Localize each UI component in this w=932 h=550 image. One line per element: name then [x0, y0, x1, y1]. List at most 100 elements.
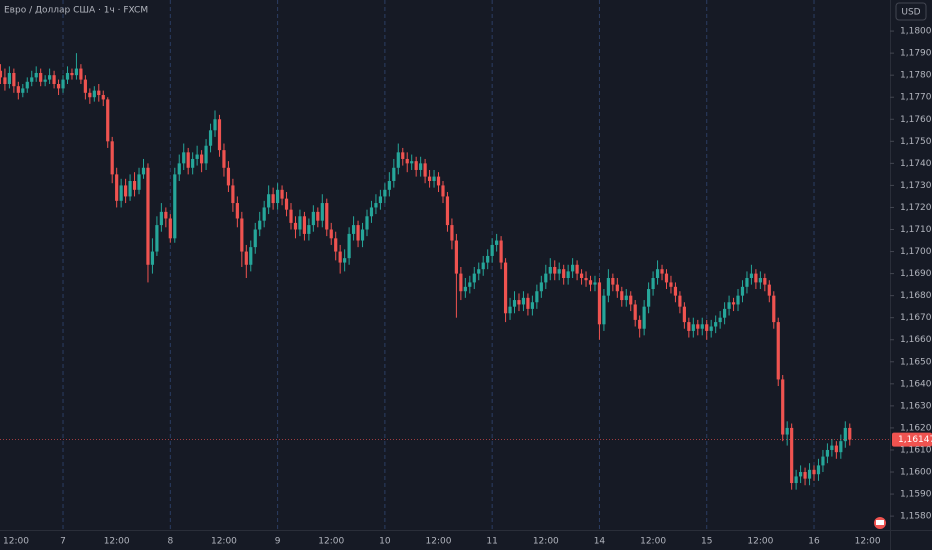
- candle-body: [633, 304, 637, 320]
- candle-body: [110, 141, 114, 175]
- candle-body: [664, 273, 669, 283]
- candle-body: [217, 119, 222, 151]
- candle-body: [173, 174, 177, 239]
- candle-body: [767, 284, 771, 296]
- last-price-label: 1,16147: [898, 435, 932, 445]
- candle-body: [30, 77, 34, 82]
- candle-body: [611, 278, 615, 285]
- candle-body: [396, 152, 400, 168]
- candle-body: [834, 445, 838, 453]
- candle-body: [486, 255, 490, 263]
- candle-body: [816, 465, 821, 475]
- candle-body: [195, 154, 199, 159]
- y-tick-label: 1,17300: [900, 181, 932, 191]
- candle-body: [758, 278, 762, 283]
- x-tick-label: 12:00: [640, 537, 666, 547]
- y-tick-label: 1,16100: [900, 445, 932, 455]
- candle-body: [848, 427, 852, 440]
- candle-body: [454, 240, 458, 274]
- candle-body: [468, 282, 472, 287]
- candle-body: [101, 95, 105, 100]
- candles: [0, 53, 852, 490]
- candle-body: [338, 251, 342, 263]
- candle-body: [12, 72, 16, 87]
- candle-body: [65, 72, 70, 80]
- candle-body: [521, 297, 526, 305]
- currency-button[interactable]: [895, 2, 927, 21]
- candle-body: [253, 229, 257, 248]
- candle-body: [839, 441, 843, 453]
- candle-body: [119, 185, 123, 201]
- candle-body: [526, 297, 530, 309]
- candle-body: [177, 163, 181, 175]
- candle-body: [200, 154, 204, 164]
- alert-icon-glyph: [876, 520, 884, 525]
- candle-body: [25, 81, 29, 89]
- candle-body: [584, 278, 588, 281]
- x-tick-label: 9: [275, 537, 281, 547]
- candle-body: [490, 244, 494, 256]
- candle-body: [267, 194, 271, 208]
- candle-body: [97, 90, 101, 96]
- candle-body: [539, 282, 543, 292]
- candle-body: [249, 247, 253, 265]
- y-tick-label: 1,16800: [900, 291, 932, 301]
- y-tick-label: 1,17600: [900, 115, 932, 125]
- candle-body: [575, 264, 579, 274]
- candle-body: [48, 75, 52, 80]
- candle-body: [378, 196, 383, 204]
- x-tick-label: 12:00: [3, 537, 29, 547]
- candle-body: [240, 218, 244, 252]
- candle-body: [660, 269, 664, 274]
- candle-body: [647, 289, 651, 307]
- y-tick-label: 1,17200: [900, 203, 932, 213]
- y-tick-label: 1,16500: [900, 357, 932, 367]
- candle-body: [307, 225, 311, 234]
- y-tick-label: 1,16400: [900, 379, 932, 389]
- candle-body: [512, 300, 517, 307]
- candle-body: [781, 379, 785, 435]
- candle-body: [61, 79, 65, 89]
- currency-label[interactable]: USD: [901, 8, 920, 18]
- x-tick-label: 11: [486, 537, 497, 547]
- candle-body: [168, 218, 172, 239]
- candle-body: [481, 262, 485, 270]
- candle-body: [419, 163, 423, 170]
- y-tick-label: 1,17700: [900, 93, 932, 103]
- candle-body: [56, 83, 61, 89]
- x-tick-label: 12:00: [318, 537, 344, 547]
- candle-body: [597, 282, 602, 325]
- candle-body: [289, 209, 293, 223]
- candle-body: [284, 198, 289, 210]
- candle-body: [579, 273, 584, 279]
- candle-body: [356, 225, 360, 241]
- candle-body: [682, 306, 686, 323]
- candle-body: [754, 273, 758, 283]
- candle-body: [369, 207, 374, 217]
- candle-body: [629, 295, 633, 305]
- candle-body: [334, 238, 338, 252]
- candle-body: [325, 203, 329, 230]
- y-tick-label: 1,16700: [900, 313, 932, 323]
- candle-body: [52, 75, 56, 84]
- candle-body: [718, 317, 722, 323]
- candle-body: [705, 324, 709, 331]
- candle-body: [530, 302, 534, 309]
- candle-body: [0, 70, 3, 78]
- candle-body: [298, 216, 302, 230]
- grid: [62, 0, 894, 530]
- candle-body: [222, 150, 226, 168]
- candle-body: [150, 251, 155, 265]
- x-tick-label: 12:00: [211, 537, 237, 547]
- candle-body: [186, 152, 190, 168]
- candle-body: [477, 269, 481, 274]
- candle-body: [423, 163, 427, 177]
- candle-body: [311, 211, 315, 226]
- candle-body: [347, 233, 351, 259]
- candle-body: [669, 282, 673, 287]
- candle-body: [405, 158, 409, 164]
- candle-body: [320, 203, 324, 221]
- candle-body: [365, 216, 369, 230]
- candle-body: [34, 72, 38, 78]
